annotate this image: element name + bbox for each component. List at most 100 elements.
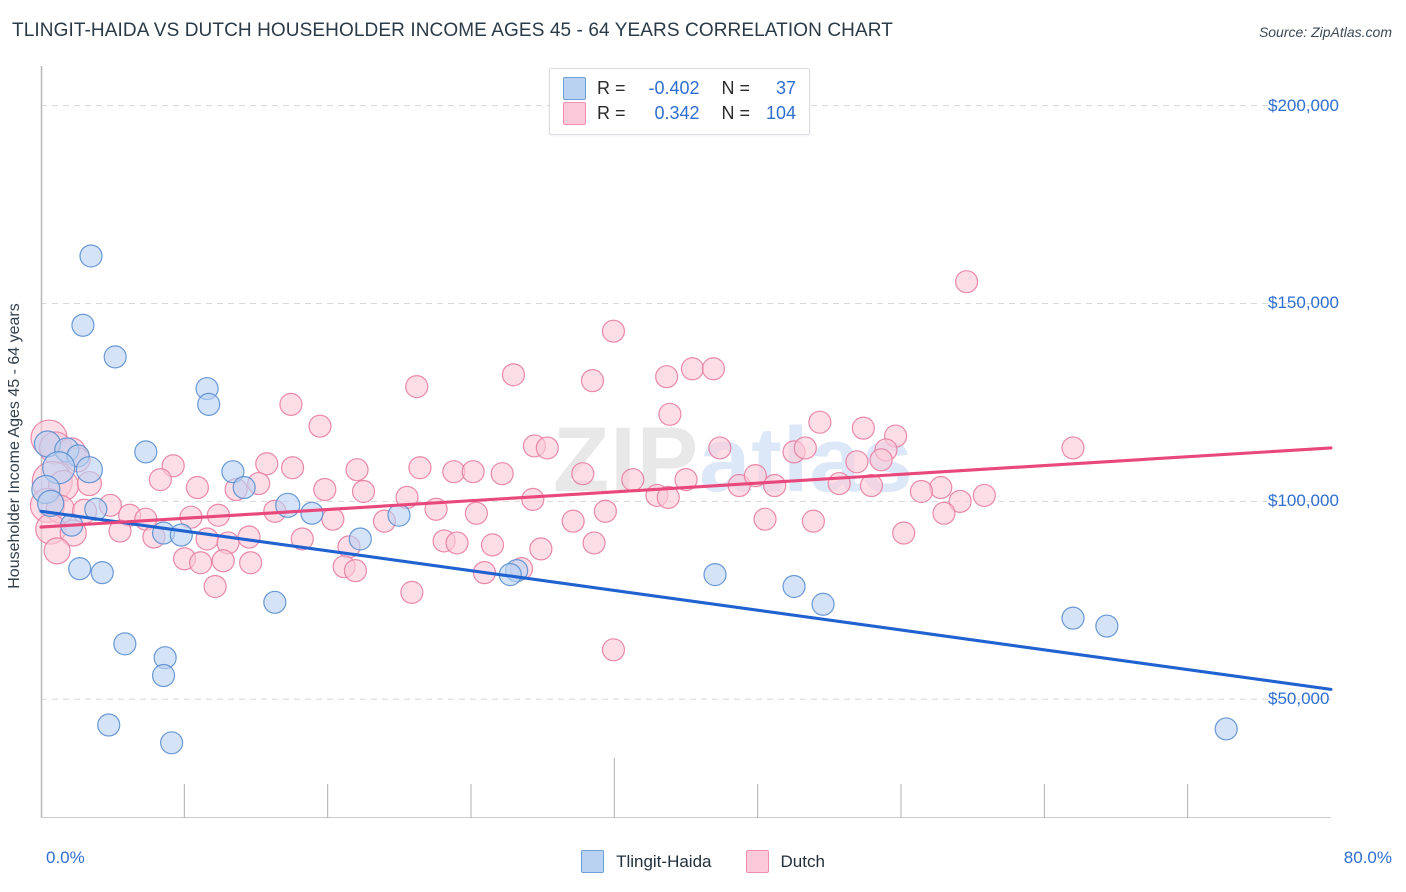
legend-item-tlingit-haida[interactable]: Tlingit-Haida <box>581 850 712 873</box>
data-point <box>851 416 875 440</box>
data-point <box>753 507 777 531</box>
y-axis-title: Householder Income Ages 45 - 64 years <box>6 303 23 589</box>
data-point <box>280 456 305 480</box>
data-point <box>680 357 705 381</box>
data-point <box>134 440 158 464</box>
legend-item-dutch[interactable]: Dutch <box>745 850 825 873</box>
data-point <box>71 313 95 337</box>
data-point <box>108 519 132 543</box>
data-point <box>601 319 626 343</box>
y-tick-label-1: $150,000 <box>1268 293 1339 313</box>
data-point <box>185 475 210 500</box>
data-point <box>808 410 832 434</box>
data-point <box>343 559 368 583</box>
data-point <box>221 460 245 484</box>
data-point <box>75 456 103 484</box>
data-point <box>445 531 469 555</box>
data-point <box>351 479 376 504</box>
data-point <box>701 357 726 381</box>
data-point <box>674 468 698 492</box>
data-point <box>79 244 103 268</box>
data-point <box>658 402 682 426</box>
data-point <box>387 503 411 527</box>
data-point <box>932 501 956 525</box>
data-point <box>263 590 287 614</box>
data-point <box>442 460 466 484</box>
data-point <box>97 713 121 737</box>
stats-n-label-0: N = <box>721 78 751 98</box>
data-point <box>561 509 585 533</box>
y-tick-label-3: $50,000 <box>1268 689 1330 709</box>
data-point <box>948 489 972 513</box>
data-point <box>811 592 835 616</box>
data-point <box>464 501 488 525</box>
y-tick-label-2: $100,000 <box>1268 491 1339 511</box>
series-points-tlingit-haida <box>31 244 1238 755</box>
data-point <box>801 509 825 533</box>
data-point <box>461 460 485 484</box>
data-point <box>1061 606 1085 630</box>
data-point <box>237 525 261 549</box>
stats-row-dutch: R = 0.342 N = 104 <box>563 101 796 126</box>
data-point <box>160 731 184 755</box>
stats-row-tlingit-haida: R = -0.402 N = 37 <box>563 76 796 101</box>
data-point <box>869 448 893 472</box>
data-point <box>148 468 172 492</box>
data-point <box>793 436 817 460</box>
trendline-dutch <box>39 446 1333 529</box>
data-point <box>195 527 219 551</box>
data-point <box>521 487 545 511</box>
data-point <box>601 638 626 662</box>
data-point <box>408 456 432 480</box>
data-point <box>827 471 851 496</box>
data-point <box>782 574 806 599</box>
stats-n-value-0: 37 <box>776 78 797 98</box>
data-point <box>37 489 65 517</box>
data-point <box>203 574 227 599</box>
data-point <box>300 501 324 525</box>
source-attribution: Source: ZipAtlas.com <box>1258 24 1392 40</box>
trendline-tlingit-haida <box>39 509 1333 691</box>
data-point <box>621 468 645 492</box>
data-point <box>321 507 345 531</box>
data-point <box>703 562 727 587</box>
data-point <box>580 369 605 393</box>
data-point <box>1095 614 1119 638</box>
data-point <box>501 363 526 387</box>
data-point <box>232 475 256 500</box>
data-point <box>151 663 176 688</box>
correlation-stats-box: R = -0.402 N = 37 R = 0.342 N = 104 <box>549 68 811 135</box>
data-point <box>571 462 595 486</box>
data-point <box>490 462 514 486</box>
data-point <box>972 483 996 508</box>
data-point <box>582 531 606 555</box>
data-point <box>708 436 732 460</box>
legend-swatch-dutch <box>745 850 769 873</box>
data-point <box>43 537 71 565</box>
data-point <box>405 374 429 399</box>
data-point <box>169 523 193 547</box>
data-point <box>113 632 137 656</box>
stats-r-label-0: R = <box>597 78 626 98</box>
scatter-plot <box>29 66 1333 818</box>
series-points-dutch <box>29 270 1085 662</box>
data-point <box>845 450 869 474</box>
data-point <box>1061 436 1085 460</box>
data-point <box>909 479 934 504</box>
stats-r-value-0: -0.402 <box>648 78 700 98</box>
legend-label-dutch: Dutch <box>780 851 825 871</box>
y-tick-label-0: $200,000 <box>1268 95 1339 115</box>
data-point <box>290 527 314 551</box>
data-point <box>743 464 767 488</box>
legend-swatch-tlingit-haida <box>581 850 605 873</box>
data-point <box>529 537 553 561</box>
stats-r-label-1: R = <box>597 103 626 123</box>
data-point <box>480 533 505 557</box>
data-point <box>348 527 372 551</box>
plot-area <box>29 66 1333 818</box>
data-point <box>763 473 787 498</box>
stats-swatch-dutch <box>563 102 586 125</box>
x-tick-label-0: 0.0% <box>46 848 85 867</box>
data-point <box>656 485 680 510</box>
data-point <box>189 551 213 575</box>
